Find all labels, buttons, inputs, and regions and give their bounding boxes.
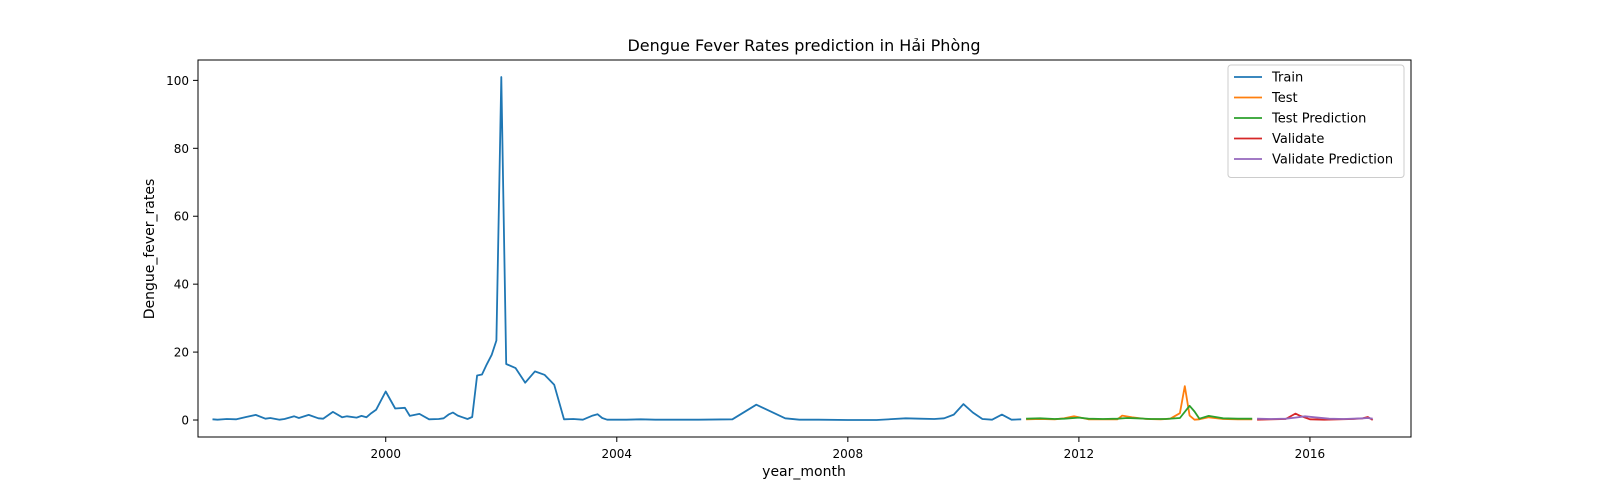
x-tick-label: 2008 (833, 447, 864, 461)
y-tick-label: 100 (166, 74, 189, 88)
legend-label: Test Prediction (1271, 112, 1366, 127)
y-tick-label: 0 (181, 414, 189, 428)
y-tick-label: 60 (174, 210, 189, 224)
series-line-1 (1026, 385, 1253, 421)
series-line-0 (212, 76, 1022, 421)
y-tick-label: 40 (174, 278, 189, 292)
chart-title: Dengue Fever Rates prediction in Hải Phò… (627, 36, 980, 55)
x-axis: 2000 2004 2008 2012 2016 (370, 437, 1325, 461)
x-axis-label: year_month (762, 464, 846, 480)
y-axis-label: Dengue_fever_rates (142, 179, 158, 320)
plot-frame (197, 59, 1412, 438)
x-tick-label: 2000 (370, 447, 401, 461)
legend-label: Train (1271, 71, 1303, 86)
legend: Train Test Test Prediction Validate Validate… (1227, 64, 1405, 178)
legend-label: Validate (1272, 132, 1324, 147)
legend-box (1227, 64, 1405, 178)
y-axis: 0 20 40 60 80 100 (166, 74, 198, 428)
x-tick-label: 2004 (602, 447, 633, 461)
series-line-4 (1257, 415, 1373, 420)
x-tick-label: 2016 (1295, 447, 1326, 461)
plot-lines (212, 76, 1374, 421)
legend-label: Test (1271, 91, 1298, 106)
series-line-2 (1026, 404, 1253, 420)
x-tick-label: 2012 (1064, 447, 1095, 461)
y-tick-label: 80 (174, 142, 189, 156)
y-tick-label: 20 (174, 346, 189, 360)
legend-label: Validate Prediction (1272, 153, 1393, 168)
